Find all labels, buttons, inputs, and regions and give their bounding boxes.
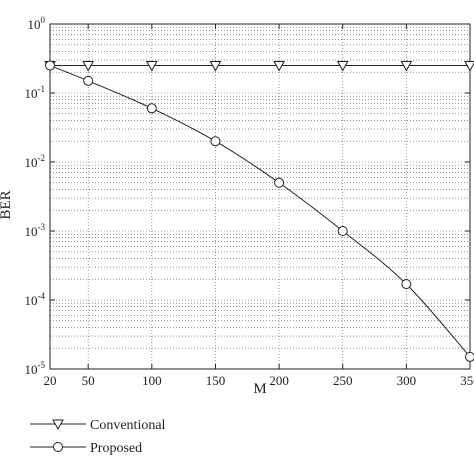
circle-marker (83, 75, 94, 86)
x-tick-label: 200 (269, 373, 289, 388)
triangle-marker (209, 61, 222, 72)
triangle-marker (336, 61, 349, 72)
triangle-marker (464, 61, 474, 72)
y-tick-label: 10-1 (25, 84, 46, 101)
triangle-marker (82, 61, 95, 72)
legend-marker (53, 442, 63, 452)
x-tick-label: 50 (82, 373, 95, 388)
series-proposed (45, 60, 474, 362)
x-tick-label: 350 (460, 373, 474, 388)
circle-marker (465, 351, 474, 362)
x-tick-label: 150 (206, 373, 226, 388)
x-tick-label: 300 (397, 373, 417, 388)
legend-marker (52, 419, 64, 431)
circle-marker (274, 177, 285, 188)
y-tick-label: 10-5 (25, 360, 46, 377)
x-axis-label: M (253, 381, 266, 397)
series-line (49, 65, 471, 358)
y-tick-label: 10-4 (25, 291, 46, 308)
triangle-marker (273, 61, 285, 72)
y-tick-label: 10-2 (25, 153, 46, 170)
legend: Conventional Proposed (30, 418, 166, 456)
y-tick-label: 10-3 (25, 222, 46, 239)
circle-marker (45, 60, 55, 71)
legend-label: Proposed (90, 441, 142, 456)
triangle-marker (145, 61, 158, 72)
circle-marker (337, 226, 348, 236)
series-conventional (44, 61, 474, 72)
y-axis-label: BER (0, 190, 14, 219)
legend-label: Conventional (90, 418, 166, 433)
circle-marker (401, 279, 412, 290)
axes: 20 50 100 150 200 250 300 350 100 10-1 10-2 10-3 10-… (25, 15, 474, 388)
y-tick-label: 100 (28, 15, 46, 32)
grid-lines (49, 24, 471, 370)
x-tick-label: 250 (333, 373, 353, 388)
plot-frame (49, 23, 471, 370)
triangle-marker (400, 61, 413, 72)
x-tick-label: 20 (44, 373, 57, 388)
series-group (44, 60, 474, 362)
x-tick-label: 100 (142, 373, 162, 388)
circle-marker (146, 103, 157, 114)
circle-marker (210, 136, 221, 147)
